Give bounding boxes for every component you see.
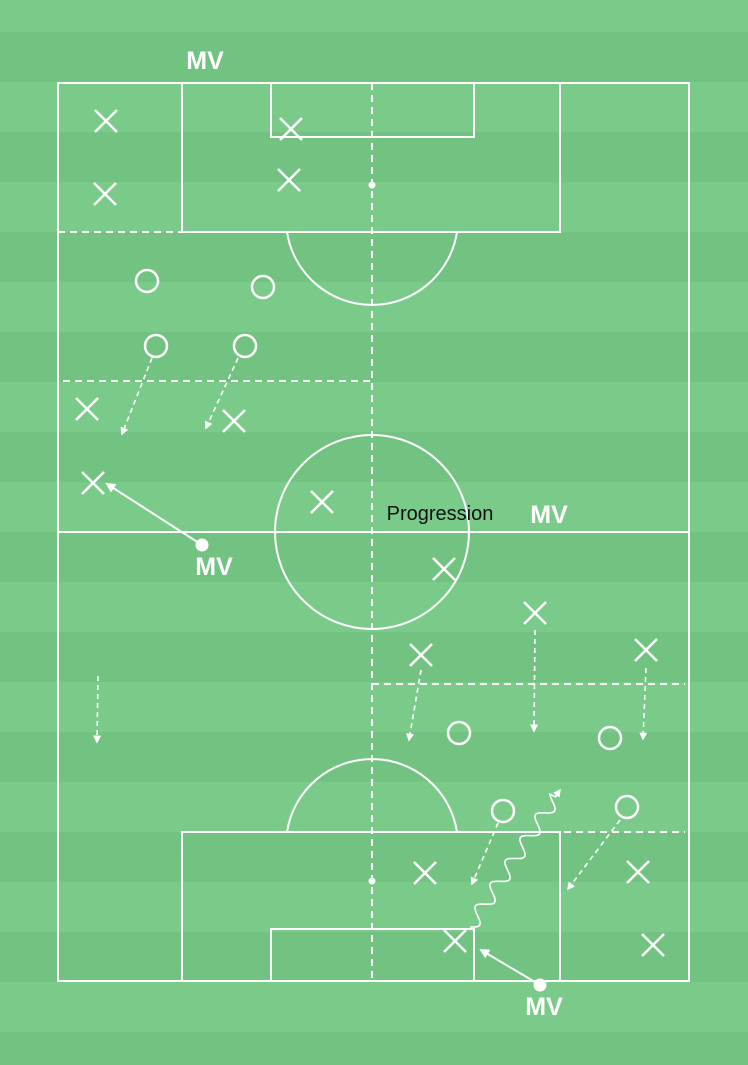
opponent-cross-icon xyxy=(523,601,547,625)
top-six-yard-box xyxy=(270,82,475,138)
grass-stripe xyxy=(0,632,748,682)
pass-arrow xyxy=(479,948,541,986)
grass-stripe xyxy=(0,482,748,532)
labels: MV MV MV MV Progression xyxy=(186,47,568,1021)
grass-stripe xyxy=(0,982,748,1032)
opponent-cross-icon xyxy=(626,860,650,884)
bottom-penalty-spot xyxy=(368,877,376,885)
grass-stripe xyxy=(0,282,748,332)
top-penalty-arc xyxy=(286,231,458,306)
movement-dashed-arrow xyxy=(470,822,499,886)
opponent-cross-icon xyxy=(75,397,99,421)
opponent-cross-icon xyxy=(409,643,433,667)
grass-stripe xyxy=(0,382,748,432)
movement-dashed-arrow xyxy=(120,357,153,436)
grass-stripe xyxy=(0,882,748,932)
opponent-cross-icon xyxy=(277,168,301,192)
movement-dashed-arrow xyxy=(567,819,621,891)
movement-dashed-arrow xyxy=(639,667,648,741)
grass-stripe xyxy=(0,1032,748,1065)
teammate-circle-icon xyxy=(490,798,516,824)
grass-stripe xyxy=(0,182,748,232)
opponent-cross-icon xyxy=(222,409,246,433)
teammate-circle-icon xyxy=(597,725,623,751)
grass-stripe xyxy=(0,582,748,632)
teammate-circle-icon xyxy=(614,794,640,820)
movement-dashed-arrow xyxy=(406,669,422,742)
dribble-wavy-arrow xyxy=(470,788,561,928)
teammate-circle-icon xyxy=(143,333,169,359)
mv-label-bottom: MV xyxy=(525,993,563,1021)
grass-stripe xyxy=(0,932,748,982)
bottom-six-yard-box xyxy=(270,928,475,982)
pass-arrow xyxy=(105,482,203,546)
top-penalty-spot xyxy=(368,181,376,189)
opponent-cross-icon xyxy=(641,933,665,957)
grass-stripe xyxy=(0,532,748,582)
ball-carrier-dot-icon xyxy=(533,978,547,992)
grass-stripe xyxy=(0,732,748,782)
grass-stripe xyxy=(0,332,748,382)
opponent-cross-icon xyxy=(413,861,437,885)
opponent-cross-icon xyxy=(634,638,658,662)
teammate-circle-icon xyxy=(232,333,258,359)
grass-stripe xyxy=(0,82,748,132)
grass-stripe xyxy=(0,832,748,882)
opponent-cross-icon xyxy=(81,471,105,495)
movement-dashed-arrow xyxy=(205,357,239,430)
grass-stripe xyxy=(0,0,748,32)
pitch-markings xyxy=(57,82,690,982)
grass-stripe xyxy=(0,432,748,482)
opponent-cross-icon xyxy=(94,109,118,133)
opponent-cross-icon xyxy=(310,490,334,514)
opponent-cross-icon xyxy=(279,117,303,141)
movement-dashed-arrow xyxy=(530,629,539,733)
mv-label-center-right: MV xyxy=(530,501,568,529)
mv-label-top: MV xyxy=(186,47,224,75)
opponent-cross-icon xyxy=(93,182,117,206)
opponent-cross-icon xyxy=(443,929,467,953)
teammate-circle-icon xyxy=(134,268,160,294)
grass-stripe xyxy=(0,232,748,282)
grass-stripe xyxy=(0,132,748,182)
mv-label-left: MV xyxy=(195,553,233,581)
grass-stripe xyxy=(0,782,748,832)
teammate-circle-icon xyxy=(446,720,472,746)
ball-carrier-dot-icon xyxy=(195,538,209,552)
grass-stripe xyxy=(0,682,748,732)
grass-stripe xyxy=(0,32,748,82)
players-and-movements xyxy=(75,109,665,992)
teammate-circle-icon xyxy=(250,274,276,300)
opponent-cross-icon xyxy=(432,557,456,581)
movement-dashed-arrow xyxy=(93,675,102,744)
bottom-penalty-arc xyxy=(286,758,458,833)
progression-label: Progression xyxy=(387,503,494,525)
